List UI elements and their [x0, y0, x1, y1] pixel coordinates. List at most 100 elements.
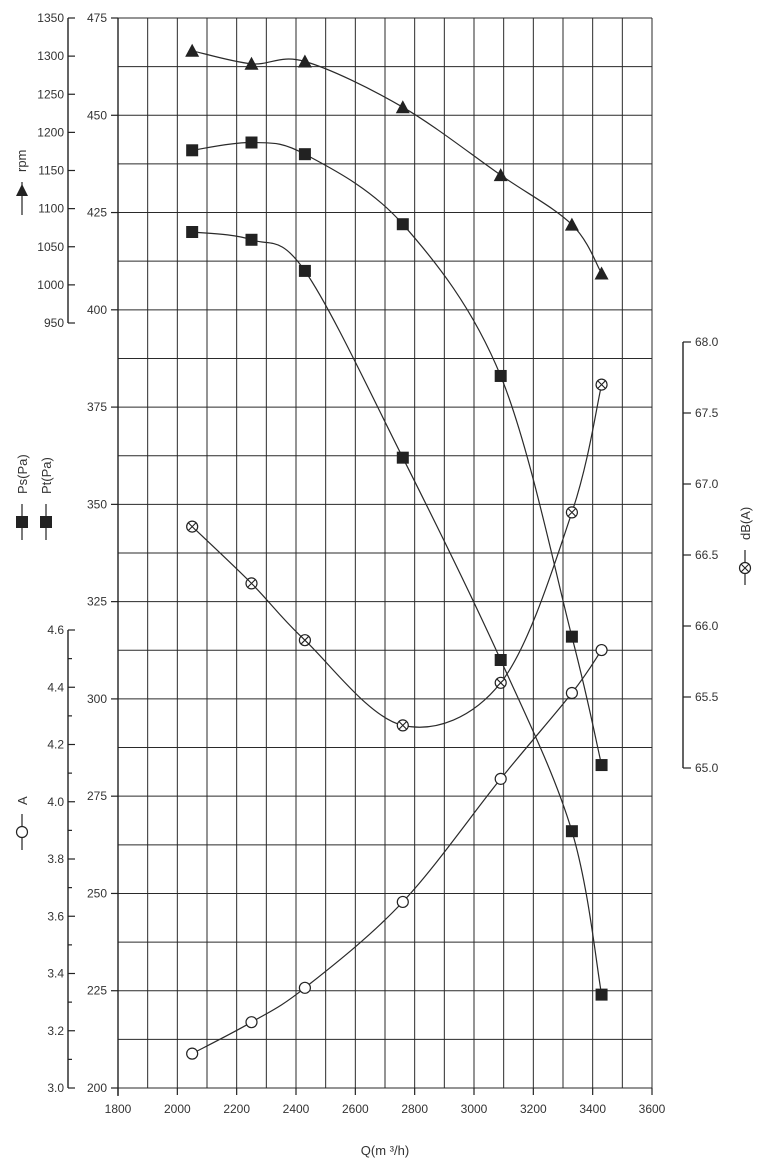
x-tick-label: 2800	[401, 1102, 428, 1116]
data-point-a	[494, 772, 507, 785]
rpm-axis-title: rpm	[14, 150, 29, 172]
labels: 200 225 250 275 300 325 350 375 400 425 450 475 950 1…	[14, 11, 753, 1158]
current-tick-label: 4.0	[47, 795, 64, 809]
data-point-rpm	[395, 100, 410, 114]
rpm-tick-label: 1350	[37, 11, 64, 25]
current-tick-label: 4.4	[47, 680, 64, 694]
noise-tick-label: 65.0	[695, 761, 719, 775]
current-tick-label: 3.8	[47, 852, 64, 866]
data-point-ps-pa	[595, 988, 608, 1001]
data-point-a	[245, 1016, 258, 1029]
data-point-rpm	[564, 217, 579, 231]
noise-tick-label: 66.5	[695, 548, 719, 562]
data-point-db-a-cross	[496, 678, 506, 688]
noise-tick-label: 67.0	[695, 477, 719, 491]
pt-legend-marker	[40, 516, 52, 528]
x-axis-title: Q(m ³/h)	[361, 1143, 409, 1158]
rpm-legend-marker	[16, 184, 28, 196]
series-line-a	[191, 649, 603, 1055]
x-tick-label: 3200	[520, 1102, 547, 1116]
data-point-ps-pa	[396, 451, 409, 464]
ps-axis-title: Ps(Pa)	[15, 454, 30, 494]
x-tick-label: 2400	[283, 1102, 310, 1116]
x-tick-label: 2600	[342, 1102, 369, 1116]
data-point-rpm	[297, 54, 312, 68]
data-point-db-a-cross	[247, 579, 256, 588]
data-point-ps-pa	[186, 226, 199, 238]
data-point-a	[298, 981, 311, 994]
data-point-rpm	[493, 168, 508, 182]
data-point-ps-pa	[245, 233, 258, 246]
noise-tick-label: 67.5	[695, 406, 719, 420]
pressure-tick-label: 325	[87, 595, 107, 609]
pressure-tick-label: 300	[87, 692, 107, 706]
current-tick-label: 3.0	[47, 1081, 64, 1095]
pressure-tick-label: 375	[87, 400, 107, 414]
data-point-pt-pa	[565, 630, 578, 643]
pressure-tick-label: 425	[87, 206, 107, 220]
current-tick-label: 3.2	[47, 1024, 64, 1038]
x-tick-label: 1800	[105, 1102, 132, 1116]
ps-legend-marker	[16, 516, 28, 528]
current-tick-label: 3.4	[47, 967, 64, 981]
current-tick-label: 4.6	[47, 623, 64, 637]
data-point-a	[565, 686, 579, 700]
current-legend-marker	[15, 825, 29, 839]
pressure-tick-label: 350	[87, 497, 107, 511]
data-point-a	[396, 895, 409, 909]
x-tick-label: 3600	[639, 1102, 666, 1116]
data-point-ps-pa	[494, 654, 507, 666]
current-axis-title: A	[15, 796, 30, 805]
rpm-tick-label: 1150	[38, 164, 64, 178]
pressure-tick-label: 450	[87, 108, 107, 122]
rpm-tick-label: 950	[44, 316, 64, 330]
x-tick-label: 2000	[164, 1102, 191, 1116]
data-point-db-a-cross	[567, 508, 577, 517]
rpm-tick-label: 1000	[37, 278, 64, 292]
noise-tick-label: 66.0	[695, 619, 719, 633]
data-point-a	[186, 1047, 199, 1060]
x-tick-label: 3400	[579, 1102, 606, 1116]
grid	[117, 17, 653, 1089]
rpm-tick-label: 1300	[37, 49, 64, 63]
pressure-tick-label: 250	[87, 886, 107, 900]
data-point-rpm	[244, 56, 259, 70]
rpm-tick-label: 1100	[38, 202, 64, 216]
data-point-pt-pa	[396, 218, 409, 231]
pressure-tick-label: 225	[87, 984, 107, 998]
data-point-pt-pa	[494, 369, 507, 382]
data-point-pt-pa	[595, 759, 608, 772]
axes	[67, 17, 691, 1096]
data-point-ps-pa	[565, 825, 578, 838]
noise-tick-label: 65.5	[695, 690, 719, 704]
pressure-tick-label: 275	[87, 789, 107, 803]
x-tick-label: 2200	[223, 1102, 250, 1116]
data-point-db-a-cross	[597, 380, 606, 389]
series-line-db-a	[191, 384, 603, 728]
rpm-tick-label: 1200	[37, 125, 64, 139]
data-point-a	[595, 643, 608, 657]
markers	[185, 43, 609, 1060]
data-point-pt-pa	[298, 148, 311, 161]
data-point-rpm	[594, 266, 609, 280]
data-point-rpm	[185, 43, 200, 57]
pressure-tick-label: 475	[87, 11, 107, 25]
current-tick-label: 3.6	[47, 909, 64, 923]
pressure-tick-label: 200	[87, 1081, 107, 1095]
rpm-tick-label: 1050	[37, 240, 64, 254]
series-line-ps-pa	[192, 231, 603, 995]
data-point-pt-pa	[186, 144, 199, 157]
data-point-db-a-cross	[300, 635, 310, 645]
data-point-ps-pa	[298, 264, 311, 277]
pressure-tick-label: 400	[87, 303, 107, 317]
x-tick-label: 3000	[461, 1102, 488, 1116]
rpm-tick-label: 1250	[37, 87, 64, 101]
data-point-db-a-cross	[398, 721, 408, 730]
noise-axis-title: dB(A)	[738, 507, 753, 540]
noise-legend-marker-cross	[740, 563, 750, 573]
data-point-pt-pa	[245, 136, 258, 149]
noise-tick-label: 68.0	[695, 335, 719, 349]
data-point-db-a-cross	[187, 522, 197, 531]
